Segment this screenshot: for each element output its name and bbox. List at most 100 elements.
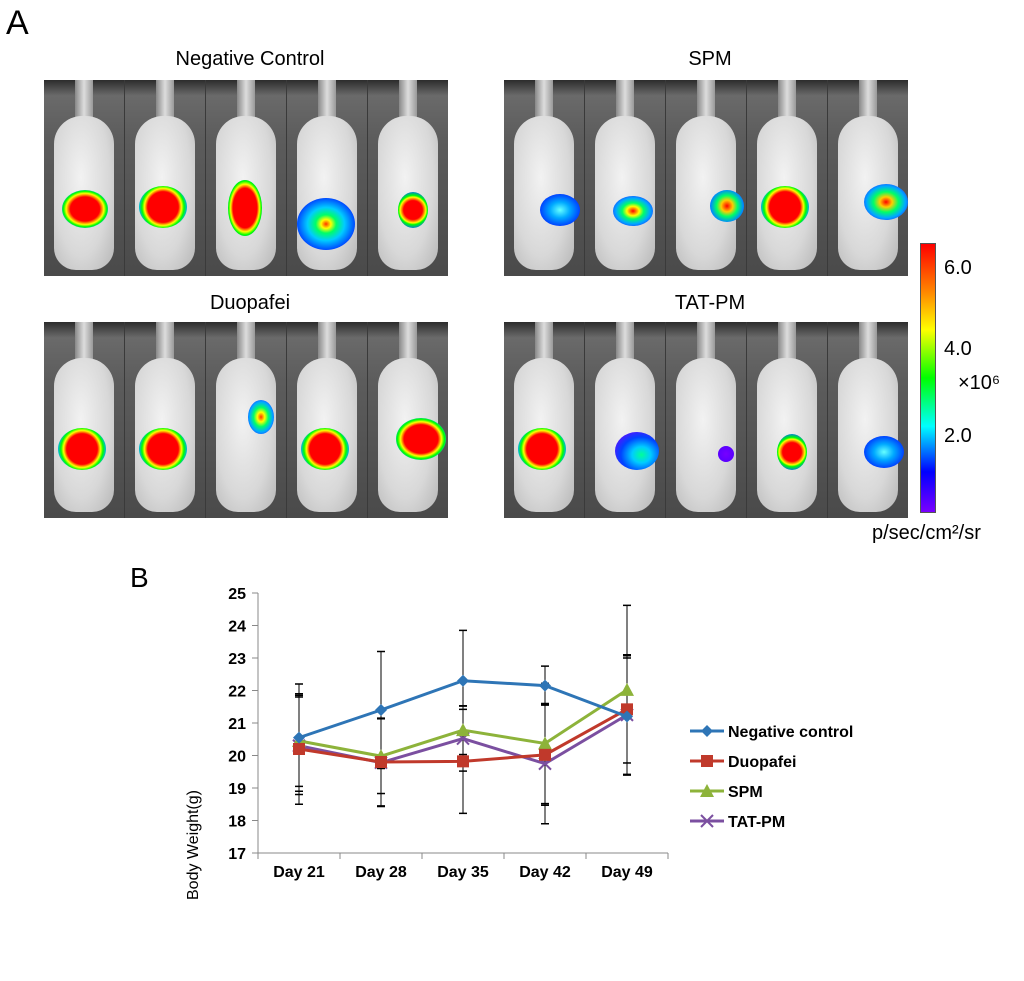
y-tick-label: 18 bbox=[228, 814, 246, 831]
nose-cone-holder bbox=[399, 322, 417, 366]
nose-cone-holder bbox=[616, 80, 634, 124]
bioluminescence-signal bbox=[139, 428, 187, 470]
data-point bbox=[621, 703, 633, 716]
x-tick-label: Day 28 bbox=[355, 864, 407, 881]
legend-marker bbox=[701, 755, 713, 767]
mouse-body bbox=[595, 116, 655, 270]
data-point bbox=[375, 704, 387, 716]
x-tick-label: Day 21 bbox=[273, 864, 325, 881]
legend-label: TAT-PM bbox=[728, 814, 785, 831]
bioluminescence-signal bbox=[396, 418, 446, 460]
nose-cone-holder bbox=[778, 322, 796, 366]
panel-a-letter: A bbox=[6, 4, 29, 42]
nose-cone-holder bbox=[859, 80, 877, 124]
body-weight-line-chart: Body Weight(g) 17 18 19 20 21 22 23 24 25 Day 21 D… bbox=[185, 586, 853, 900]
mouse-image-5 bbox=[828, 80, 908, 276]
nose-cone-holder bbox=[237, 80, 255, 124]
bioluminescence-signal bbox=[62, 190, 108, 228]
data-point bbox=[456, 723, 470, 737]
bioluminescence-signal bbox=[518, 428, 566, 470]
bioluminescence-signal bbox=[540, 194, 580, 226]
mouse-image-4 bbox=[747, 80, 827, 276]
legend-entry: Negative control bbox=[690, 724, 853, 741]
x-tick-label: Day 49 bbox=[601, 864, 653, 881]
bioluminescence-signal bbox=[864, 184, 908, 220]
mouse-body bbox=[676, 358, 736, 512]
nose-cone-holder bbox=[399, 80, 417, 124]
mouse-image-1 bbox=[504, 322, 584, 518]
nose-cone-holder bbox=[156, 80, 174, 124]
data-point bbox=[293, 731, 305, 744]
group-title-spm: SPM bbox=[688, 48, 732, 70]
colorbar-tick-4: 4.0 bbox=[944, 338, 972, 360]
mouse-image-2 bbox=[585, 80, 665, 276]
nose-cone-holder bbox=[535, 80, 553, 124]
group-title-duopafei: Duopafei bbox=[209, 292, 291, 314]
y-tick-label: 20 bbox=[228, 749, 246, 766]
mouse-image-3 bbox=[206, 322, 286, 518]
bioluminescence-signal bbox=[398, 192, 428, 228]
nose-cone-holder bbox=[237, 322, 255, 366]
nose-cone-holder bbox=[318, 322, 336, 366]
series-negative-control bbox=[293, 674, 633, 744]
mouse-image-4 bbox=[287, 80, 367, 276]
legend-entry: Duopafei bbox=[690, 754, 796, 771]
y-tick-label: 24 bbox=[228, 619, 246, 636]
nose-cone-holder bbox=[75, 80, 93, 124]
bioluminescence-signal bbox=[297, 198, 355, 250]
panel-b-letter: B bbox=[130, 562, 149, 593]
bioluminescence-signal bbox=[761, 186, 809, 228]
legend-marker bbox=[700, 814, 714, 828]
data-point bbox=[457, 674, 469, 687]
nose-cone-holder bbox=[859, 322, 877, 366]
colorbar-units: p/sec/cm²/sr bbox=[872, 522, 981, 544]
data-point bbox=[375, 756, 387, 768]
colorbar-tick-6: 6.0 bbox=[944, 257, 972, 279]
y-tick-label: 21 bbox=[228, 716, 246, 733]
nose-cone-holder bbox=[156, 322, 174, 366]
chart-series bbox=[292, 604, 634, 825]
bioluminescence-signal bbox=[710, 190, 744, 222]
mouse-image-1 bbox=[504, 80, 584, 276]
bioluminescence-signal bbox=[228, 180, 262, 236]
nose-cone-holder bbox=[318, 80, 336, 124]
x-tick-label: Day 42 bbox=[519, 864, 571, 881]
mouse-image-1 bbox=[44, 80, 124, 276]
bioluminescence-signal bbox=[301, 428, 349, 470]
group-title-tat-pm: TAT-PM bbox=[674, 292, 746, 314]
mouse-image-3 bbox=[666, 322, 746, 518]
data-point bbox=[539, 748, 551, 761]
y-tick-label: 23 bbox=[228, 651, 246, 668]
y-axis-label: Body Weight(g) bbox=[185, 790, 202, 900]
bioluminescence-signal bbox=[248, 400, 274, 434]
mouse-image-4 bbox=[287, 322, 367, 518]
legend-marker bbox=[701, 725, 713, 737]
bioluminescence-signal bbox=[139, 186, 187, 228]
legend-entry: TAT-PM bbox=[690, 814, 785, 831]
nose-cone-holder bbox=[697, 80, 715, 124]
data-point bbox=[620, 682, 634, 696]
mouse-image-3 bbox=[666, 80, 746, 276]
y-tick-label: 25 bbox=[228, 586, 246, 603]
bioluminescence-signal bbox=[777, 434, 807, 470]
mouse-image-4 bbox=[747, 322, 827, 518]
y-tick-label: 17 bbox=[228, 846, 246, 863]
legend-entry: SPM bbox=[690, 784, 763, 801]
data-point bbox=[538, 736, 552, 750]
mouse-image-5 bbox=[828, 322, 908, 518]
legend-label: SPM bbox=[728, 784, 763, 801]
colorbar bbox=[920, 243, 936, 513]
group-title-negative-control: Negative Control bbox=[175, 48, 325, 70]
x-tick-label: Day 35 bbox=[437, 864, 489, 881]
mouse-image-5 bbox=[368, 322, 448, 518]
image-strip-tat-pm bbox=[504, 322, 908, 518]
bioluminescence-signal bbox=[613, 196, 653, 226]
chart-legend: Negative control Duopafei SPM TAT-PM bbox=[690, 724, 853, 831]
image-strip-negative-control bbox=[44, 80, 448, 276]
legend-label: Negative control bbox=[728, 724, 853, 741]
mouse-image-2 bbox=[585, 322, 665, 518]
bioluminescence-signal bbox=[615, 432, 659, 470]
y-tick-label: 19 bbox=[228, 781, 246, 798]
nose-cone-holder bbox=[535, 322, 553, 366]
mouse-image-2 bbox=[125, 80, 205, 276]
